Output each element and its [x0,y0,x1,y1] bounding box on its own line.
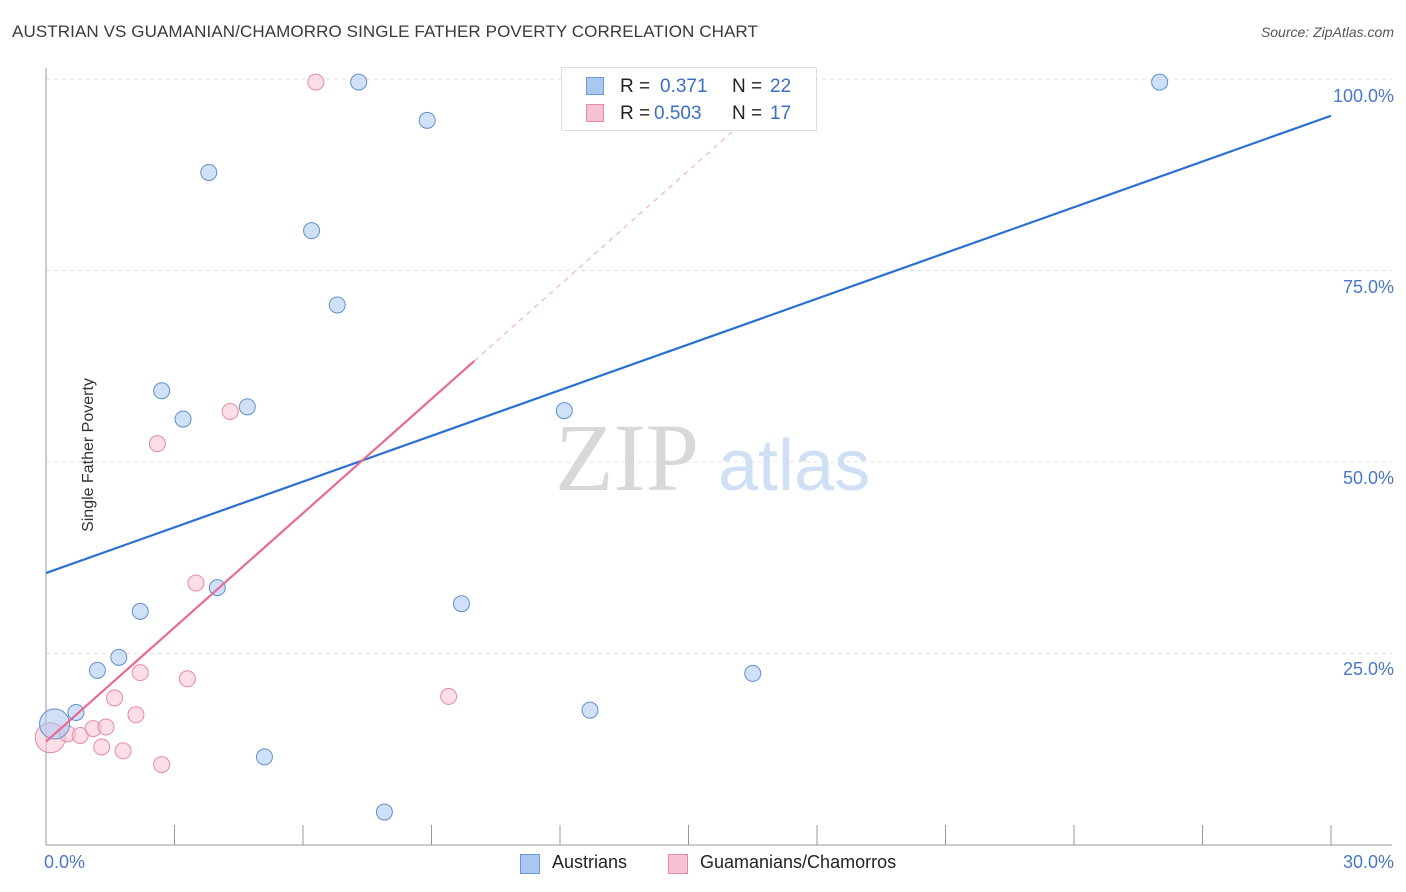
austrians-point [418,111,436,129]
austrians-point [581,701,599,719]
source-label: Source: ZipAtlas.com [1260,24,1394,40]
austrians-point [303,222,321,240]
legend-r-label: R = [620,76,651,97]
y-axis-label: Single Father Poverty [79,378,97,532]
guamanians-swatch [586,104,604,122]
austrians-point [88,661,106,679]
austrians-point [350,73,368,91]
austrians-point [110,648,128,666]
x-tick-max: 30.0% [1342,852,1394,872]
guamanians-point [187,574,205,592]
guamanians-legend-label: Guamanians/Chamorros [700,852,897,872]
guamanians-point [131,664,149,682]
austrians-trend-line [45,114,1332,575]
x-tick-min: 0.0% [44,852,86,872]
guamanians-point [114,742,132,760]
austrians-swatch [586,77,604,95]
legend-n-label: N = [732,103,763,124]
y-tick-75: 75.0% [1342,277,1394,297]
chart-title: AUSTRIAN VS GUAMANIAN/CHAMORRO SINGLE FA… [12,22,758,41]
austrians-point [744,664,762,682]
austrians-point [555,402,573,420]
legend-n-value: 22 [770,76,792,97]
austrians-point [328,296,346,314]
guamanians-point [127,706,145,724]
austrians-point [1151,73,1169,91]
y-tick-50: 50.0% [1342,468,1394,488]
y-tick-25: 25.0% [1342,659,1394,679]
austrians-point [375,803,393,821]
legend-n-value: 17 [770,103,792,124]
guamanians-point [106,689,124,707]
guamanians-trend-line [45,360,476,743]
guamanians-point [221,402,239,420]
guamanians-point [153,756,171,774]
legend-r-label: R = [620,103,651,124]
austrians-point [452,595,470,613]
austrians-point [131,602,149,620]
y-tick-100: 100.0% [1332,86,1394,106]
watermark-atlas: atlas [718,426,870,506]
guamanians-point [178,670,196,688]
austrians-point [255,748,273,766]
guamanians-point [93,738,111,756]
austrians-point [67,703,85,721]
legend-n-label: N = [732,76,763,97]
legend-r-value: 0.371 [660,76,708,97]
guamanians-point [97,718,115,736]
guamanians-point [440,687,458,705]
austrians-point [153,382,171,400]
legend-r-value: 0.503 [654,103,702,124]
austrians-point [39,708,71,740]
guamanians-legend-swatch [668,854,688,874]
austrians-legend-swatch [520,854,540,874]
austrians-point [174,410,192,428]
austrians-legend-label: Austrians [552,852,628,872]
austrians-point [238,398,256,416]
austrians-point [200,163,218,181]
guamanians-point [148,435,166,453]
guamanians-point [307,73,325,91]
correlation-legend: R = 0.371 N = 22 R = 0.503 N = 17 [561,67,817,131]
guamanians-trend-extension [473,113,754,362]
watermark-zip: ZIP [555,404,699,511]
